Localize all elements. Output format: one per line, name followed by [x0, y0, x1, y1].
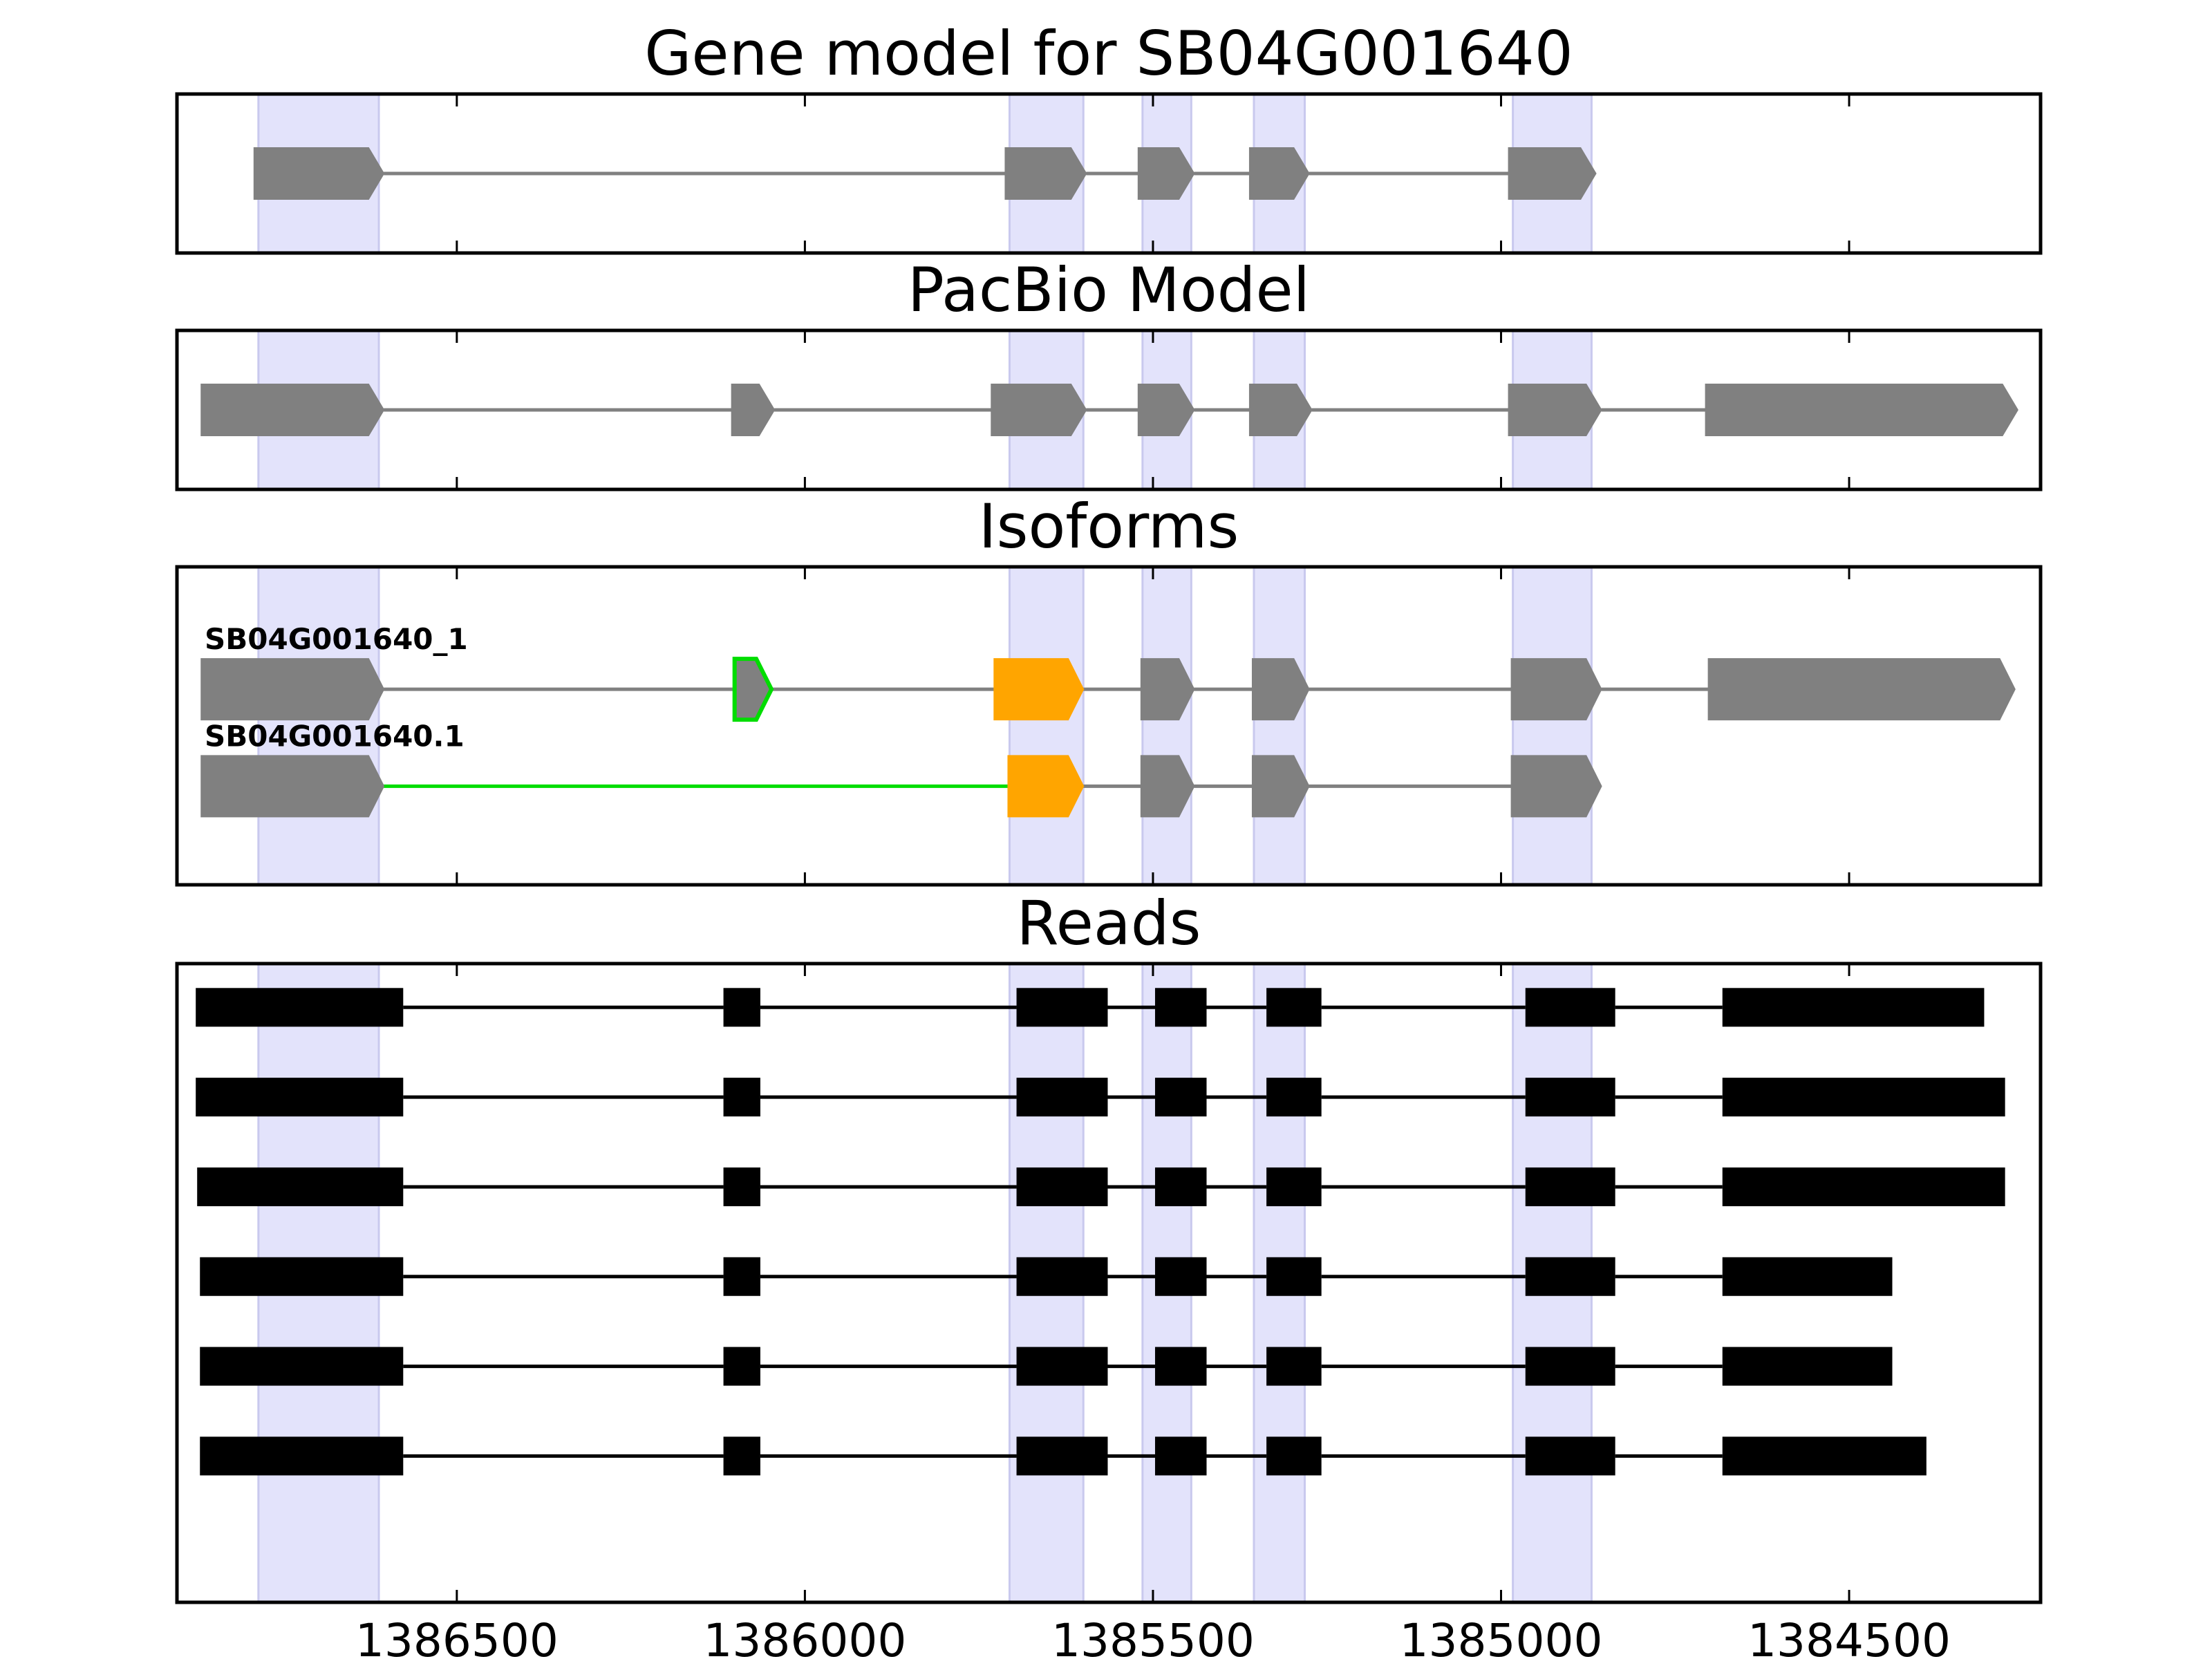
exon-arrow [991, 384, 1087, 436]
read-exon [200, 1436, 404, 1476]
read-exon [197, 1167, 404, 1206]
exon-arrow [1248, 147, 1310, 200]
read-exon [1154, 1078, 1207, 1117]
exon-arrow [1707, 658, 2016, 721]
read-exon [1722, 988, 1985, 1027]
read-exon [1016, 988, 1108, 1027]
panel-title-pacbio-model: PacBio Model [908, 254, 1310, 326]
panel-frame [175, 92, 2043, 255]
read-exon [1525, 1078, 1615, 1117]
exon-arrow [1007, 755, 1085, 818]
read-exon [723, 1078, 760, 1117]
isoform-label: SB04G001640_1 [205, 622, 468, 656]
read-exon [1154, 988, 1207, 1027]
panel-isoforms: Isoforms SB04G001640_1 SB04G001640.1 [175, 491, 2043, 887]
read-exon [1722, 1167, 2005, 1206]
exon-arrow [1508, 384, 1602, 436]
isoform-label: SB04G001640.1 [205, 719, 465, 753]
panel-frame [175, 962, 2043, 1604]
exon-arrow [1251, 658, 1310, 721]
read-exon [1016, 1167, 1108, 1206]
read-exon [196, 988, 404, 1027]
read-exon [1016, 1078, 1108, 1117]
read-exon [723, 1347, 760, 1386]
read-exon [200, 1347, 404, 1386]
exon-arrow [1705, 384, 2018, 436]
panel-title-gene-model: Gene model for SB04G001640 [644, 18, 1573, 89]
panel-frame [175, 328, 2043, 491]
read-exon [1722, 1257, 1893, 1296]
exon-arrow [732, 657, 774, 722]
read-exon [200, 1257, 404, 1296]
read-exon [1722, 1347, 1893, 1386]
exon-arrow [1508, 147, 1597, 200]
exon-arrow [1510, 658, 1602, 721]
x-tick-label: 1385000 [1400, 1614, 1603, 1659]
read-exon [1266, 1257, 1322, 1296]
read-exon [1016, 1436, 1108, 1476]
read-exon [723, 1257, 760, 1296]
panel-title-reads: Reads [1017, 888, 1201, 959]
highlight-region [1141, 565, 1192, 886]
read-exon [1266, 988, 1322, 1027]
exon-arrow [993, 658, 1085, 721]
exon-arrow [200, 384, 385, 436]
exon-arrow [1004, 147, 1087, 200]
x-tick-label: 1384500 [1747, 1614, 1951, 1659]
read-exon [1266, 1436, 1322, 1476]
read-exon [1525, 1347, 1615, 1386]
exon-arrow [200, 755, 385, 818]
exon-arrow [1140, 755, 1195, 818]
read-exon [196, 1078, 404, 1117]
exon-arrow [1510, 755, 1602, 818]
highlight-region [1253, 565, 1306, 886]
read-exon [1266, 1078, 1322, 1117]
read-exon [1525, 988, 1615, 1027]
panel-pacbio-model: PacBio Model [175, 254, 2043, 491]
exon-arrow [200, 658, 385, 721]
exon-arrow [1140, 658, 1195, 721]
read-exon [723, 988, 760, 1027]
read-exon [1722, 1078, 2005, 1117]
panel-gene-model: Gene model for SB04G001640 [175, 18, 2043, 255]
highlight-region [257, 565, 380, 886]
exon-arrow [1137, 384, 1195, 436]
read-exon [723, 1167, 760, 1206]
x-axis: 1386500 1386000 1385500 1385000 1384500 [355, 1614, 1951, 1659]
exon-arrow [1137, 147, 1195, 200]
highlight-region [1512, 565, 1593, 886]
exon-arrow [731, 384, 776, 436]
x-tick-label: 1386500 [355, 1614, 559, 1659]
highlight-region [1008, 565, 1085, 886]
panel-frame [175, 565, 2043, 887]
read-exon [1722, 1436, 1927, 1476]
panel-reads: Reads [175, 888, 2043, 1604]
read-exon [1154, 1347, 1207, 1386]
read-exon [1525, 1167, 1615, 1206]
read-exon [1016, 1257, 1108, 1296]
exon-arrow [1248, 384, 1313, 436]
exon-arrow [1251, 755, 1310, 818]
read-exon [1266, 1347, 1322, 1386]
x-tick-label: 1385500 [1051, 1614, 1255, 1659]
read-exon [1154, 1167, 1207, 1206]
read-exon [1154, 1257, 1207, 1296]
read-exon [1154, 1436, 1207, 1476]
read-exon [1016, 1347, 1108, 1386]
read-exon [1525, 1257, 1615, 1296]
read-exon [1525, 1436, 1615, 1476]
read-exon [723, 1436, 760, 1476]
panel-title-isoforms: Isoforms [979, 491, 1239, 562]
read-exon [1266, 1167, 1322, 1206]
exon-arrow [253, 147, 385, 200]
x-tick-label: 1386000 [703, 1614, 906, 1659]
